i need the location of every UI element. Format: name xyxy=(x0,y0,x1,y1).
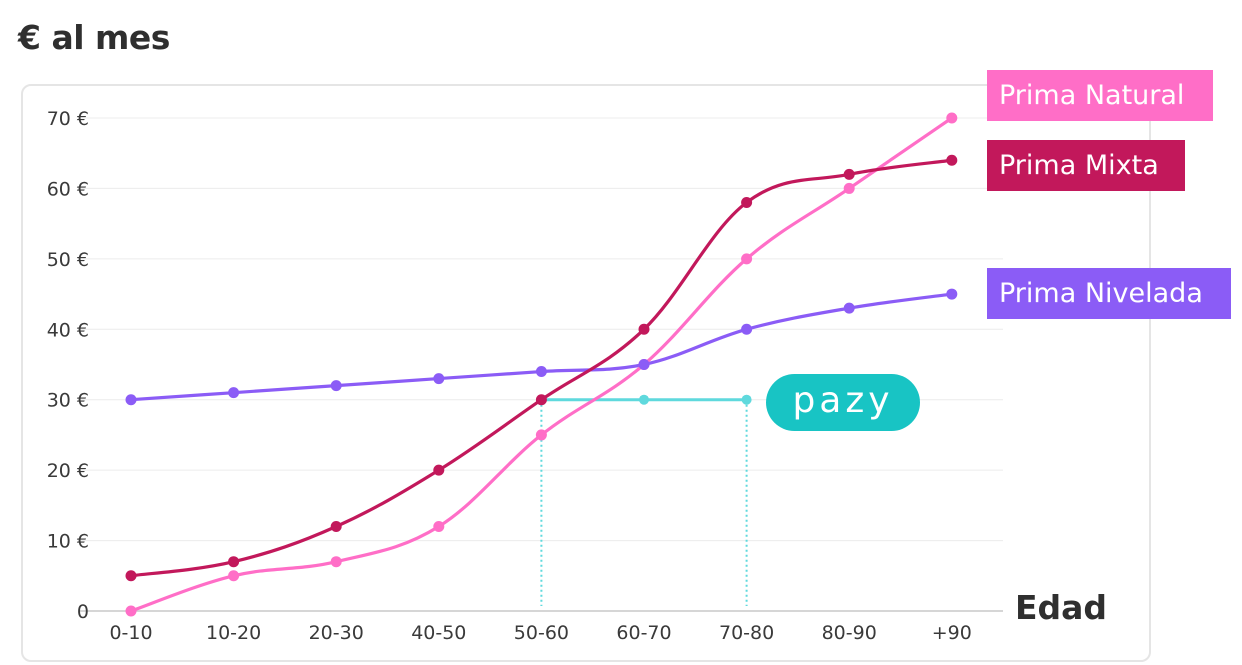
data-point-prima-mixta xyxy=(946,154,958,166)
y-tick-label: 0 xyxy=(77,601,89,623)
data-point-prima-nivelada xyxy=(330,380,342,392)
legend-prima-nivelada: Prima Nivelada xyxy=(987,268,1231,319)
data-point-prima-natural xyxy=(946,112,958,124)
data-point-prima-natural xyxy=(843,182,855,194)
grid-layer xyxy=(80,117,1003,612)
data-point-prima-natural xyxy=(330,556,342,568)
x-tick-label: 40-50 xyxy=(411,622,466,644)
data-point-prima-nivelada xyxy=(946,288,958,300)
y-tick-label: 30 € xyxy=(47,390,89,412)
data-point-prima-nivelada xyxy=(535,366,547,378)
data-point-prima-natural xyxy=(741,253,753,265)
x-axis-title: Edad xyxy=(1015,588,1108,627)
x-tick-label: 60-70 xyxy=(616,622,671,644)
highlight-layer xyxy=(536,394,752,606)
legend-prima-mixta: Prima Mixta xyxy=(987,140,1185,191)
axis-layer: 0 10 € 20 € 30 € 40 € 50 € 60 € 70 € 0-10 10-20 20… xyxy=(47,108,972,644)
data-point-prima-mixta xyxy=(228,556,240,568)
highlight-point xyxy=(741,394,752,405)
x-tick-label: 10-20 xyxy=(206,622,261,644)
data-point-prima-nivelada xyxy=(433,373,445,385)
data-point-prima-natural xyxy=(433,520,445,532)
data-point-prima-natural xyxy=(125,605,137,617)
series-layer xyxy=(129,116,954,613)
data-point-prima-nivelada xyxy=(741,323,753,335)
data-point-prima-mixta xyxy=(125,570,137,582)
data-point-prima-mixta xyxy=(638,323,650,335)
brand-badge: pazy xyxy=(766,374,920,431)
data-point-prima-mixta xyxy=(843,168,855,180)
x-tick-label: 70-80 xyxy=(719,622,774,644)
x-tick-label: 20-30 xyxy=(309,622,364,644)
series-line-prima-natural xyxy=(129,116,954,613)
data-point-prima-mixta xyxy=(330,520,342,532)
y-tick-label: 20 € xyxy=(47,460,89,482)
highlight-point xyxy=(639,394,649,405)
x-tick-label: 80-90 xyxy=(822,622,877,644)
y-tick-label: 10 € xyxy=(47,531,89,553)
y-tick-label: 60 € xyxy=(47,178,89,200)
data-point-prima-mixta xyxy=(741,197,753,209)
data-point-prima-nivelada xyxy=(638,359,650,370)
y-tick-label: 50 € xyxy=(47,249,89,271)
legend-prima-natural: Prima Natural xyxy=(987,70,1213,121)
data-point-prima-nivelada xyxy=(228,387,240,399)
data-point-prima-nivelada xyxy=(843,302,855,314)
x-tick-label: +90 xyxy=(932,622,972,644)
data-point-prima-mixta xyxy=(535,394,547,406)
x-tick-label: 50-60 xyxy=(514,622,569,644)
data-point-prima-natural xyxy=(228,570,240,582)
data-point-prima-nivelada xyxy=(125,394,137,406)
data-point-prima-natural xyxy=(535,429,547,441)
data-point-prima-mixta xyxy=(433,464,445,476)
y-tick-label: 70 € xyxy=(47,108,89,130)
y-tick-label: 40 € xyxy=(47,319,89,341)
points-layer xyxy=(125,112,958,617)
x-tick-label: 0-10 xyxy=(109,622,152,644)
chart-title: € al mes xyxy=(18,18,170,57)
